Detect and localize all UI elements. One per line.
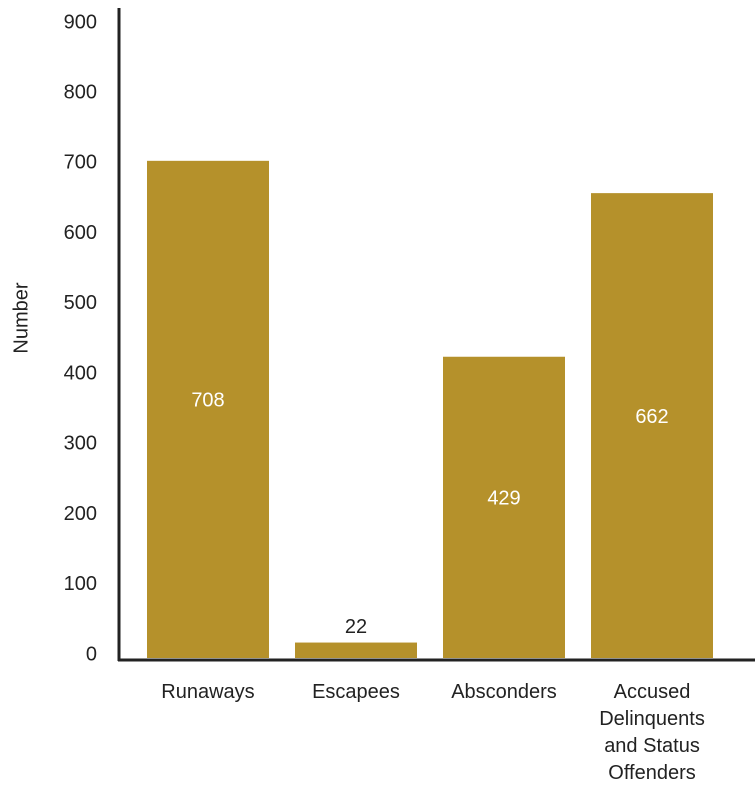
bar <box>591 193 713 658</box>
y-tick-label: 900 <box>64 11 97 33</box>
x-tick-label: Absconders <box>451 681 557 703</box>
y-tick-label: 500 <box>64 292 97 314</box>
x-tick-label: Accused Delinquents and Status Offenders <box>599 681 705 784</box>
value-label: 22 <box>345 616 367 638</box>
x-tick-label: Escapees <box>312 681 400 703</box>
y-tick-label: 600 <box>64 222 97 244</box>
value-label: 662 <box>635 406 668 428</box>
y-axis-label: Number <box>10 282 32 353</box>
y-tick-label: 400 <box>64 362 97 384</box>
y-tick-label: 100 <box>64 573 97 595</box>
y-tick-label: 0 <box>86 643 97 665</box>
y-tick-label: 200 <box>64 503 97 525</box>
bar <box>295 642 417 658</box>
y-tick-label: 700 <box>64 152 97 174</box>
x-tick-label: Runaways <box>161 681 255 703</box>
y-tick-label: 300 <box>64 433 97 455</box>
value-label: 708 <box>191 390 224 412</box>
y-tick-label: 800 <box>64 82 97 104</box>
bar <box>147 160 269 658</box>
bar <box>443 356 565 658</box>
value-label: 429 <box>487 488 520 510</box>
